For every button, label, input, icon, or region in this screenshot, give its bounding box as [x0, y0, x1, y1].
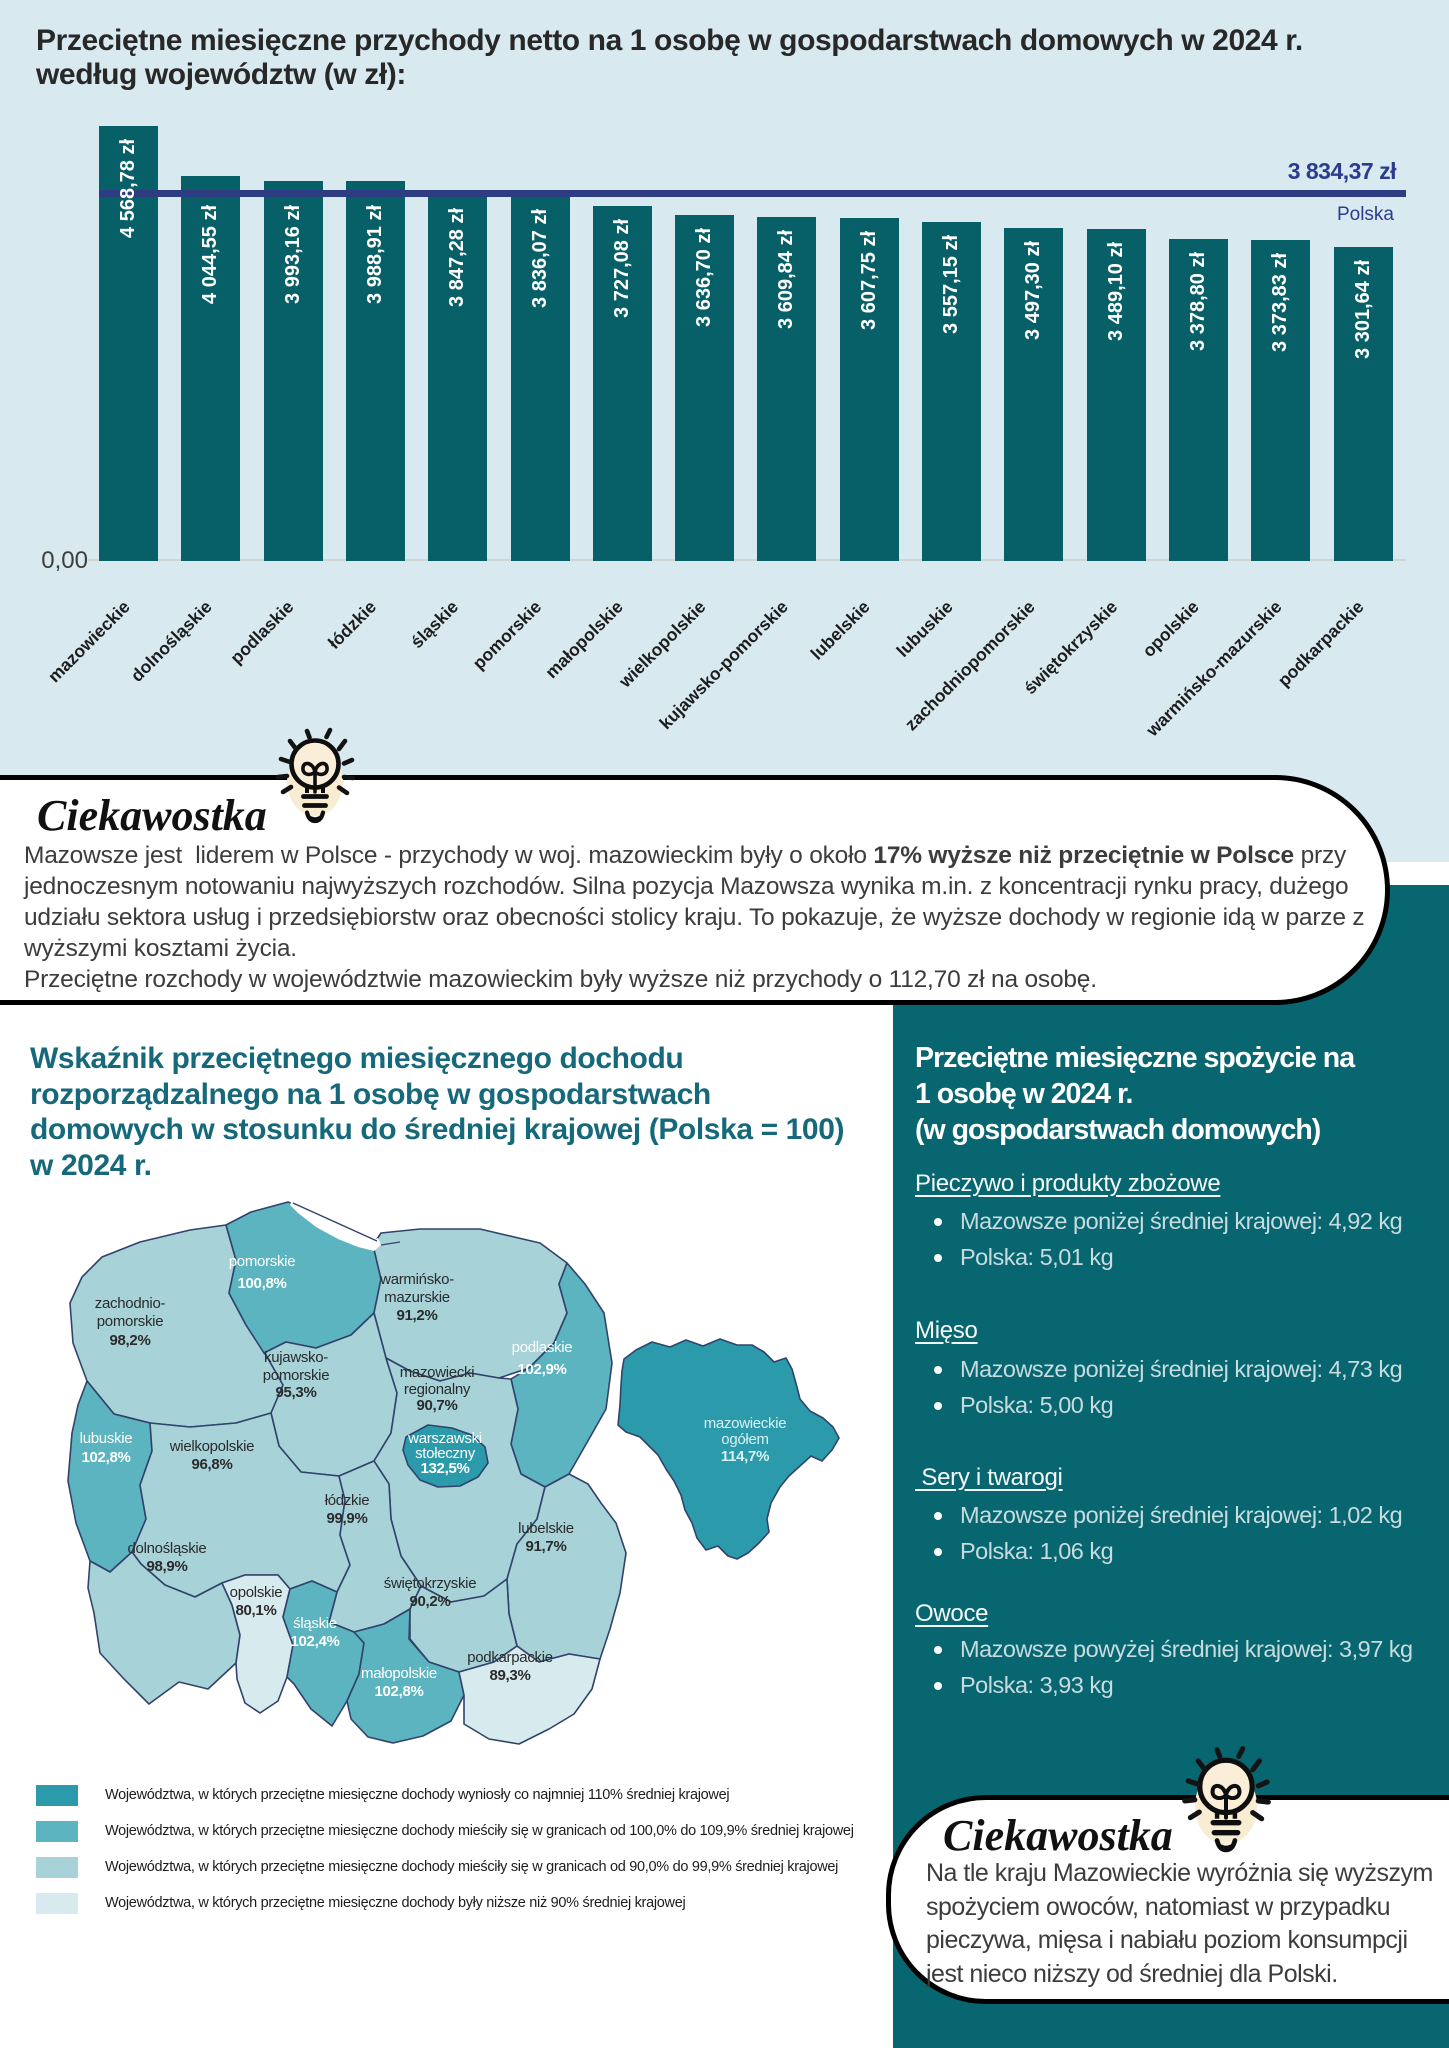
svg-text:102,8%: 102,8%: [81, 1449, 130, 1466]
svg-text:kujawsko-: kujawsko-: [264, 1349, 328, 1366]
svg-text:stołeczny: stołeczny: [415, 1445, 476, 1462]
svg-text:ogółem: ogółem: [721, 1431, 768, 1448]
svg-text:zachodnio-: zachodnio-: [95, 1295, 166, 1312]
svg-text:91,7%: 91,7%: [525, 1538, 566, 1555]
svg-text:lubuskie: lubuskie: [80, 1430, 133, 1447]
svg-text:śląskie: śląskie: [293, 1615, 337, 1632]
svg-text:102,9%: 102,9%: [517, 1361, 566, 1378]
svg-text:80,1%: 80,1%: [235, 1602, 276, 1619]
svg-text:114,7%: 114,7%: [721, 1448, 769, 1465]
svg-text:89,3%: 89,3%: [489, 1667, 530, 1684]
svg-text:świętokrzyskie: świętokrzyskie: [384, 1575, 477, 1592]
svg-text:mazurskie: mazurskie: [384, 1289, 450, 1306]
svg-text:łódzkie: łódzkie: [325, 1492, 370, 1509]
svg-text:98,2%: 98,2%: [109, 1332, 150, 1349]
svg-text:dolnośląskie: dolnośląskie: [128, 1540, 207, 1557]
svg-text:małopolskie: małopolskie: [361, 1665, 437, 1682]
svg-text:pomorskie: pomorskie: [229, 1253, 296, 1270]
svg-text:podkarpackie: podkarpackie: [467, 1649, 553, 1666]
svg-text:132,5%: 132,5%: [420, 1460, 469, 1477]
svg-text:regionalny: regionalny: [404, 1381, 471, 1398]
svg-text:pomorskie: pomorskie: [263, 1367, 330, 1384]
svg-text:wielkopolskie: wielkopolskie: [169, 1438, 254, 1455]
svg-text:96,8%: 96,8%: [191, 1456, 232, 1473]
svg-text:90,7%: 90,7%: [416, 1397, 457, 1414]
svg-text:pomorskie: pomorskie: [97, 1313, 164, 1330]
svg-text:mazowiecki: mazowiecki: [400, 1364, 475, 1381]
svg-text:podlaskie: podlaskie: [512, 1339, 573, 1356]
svg-text:95,3%: 95,3%: [275, 1384, 316, 1401]
svg-text:warmińsko-: warmińsko-: [379, 1271, 454, 1288]
svg-text:100,8%: 100,8%: [237, 1275, 286, 1292]
svg-text:90,2%: 90,2%: [409, 1593, 450, 1610]
svg-text:99,9%: 99,9%: [326, 1510, 367, 1527]
svg-text:opolskie: opolskie: [230, 1584, 283, 1601]
svg-text:warszawski: warszawski: [407, 1430, 482, 1447]
svg-text:lubelskie: lubelskie: [518, 1520, 574, 1537]
svg-text:98,9%: 98,9%: [146, 1558, 187, 1575]
svg-text:102,4%: 102,4%: [290, 1633, 339, 1650]
svg-text:102,8%: 102,8%: [374, 1683, 423, 1700]
svg-text:91,2%: 91,2%: [396, 1307, 437, 1324]
svg-text:mazowieckie: mazowieckie: [704, 1415, 787, 1432]
